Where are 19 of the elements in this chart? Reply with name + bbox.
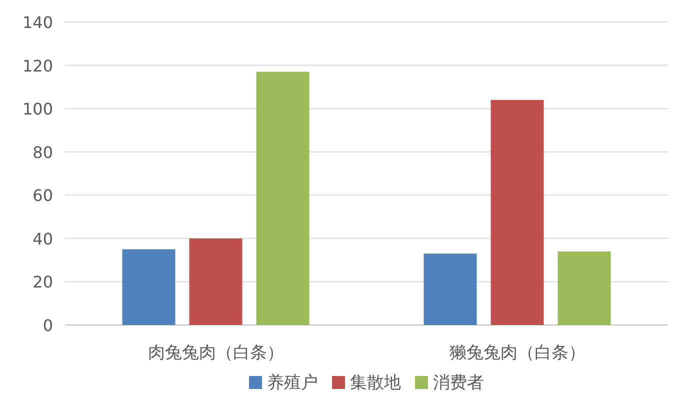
legend-label: 养殖户 — [267, 373, 318, 393]
x-tick-label: 肉兔兔肉（白条） — [148, 343, 284, 363]
bar — [122, 249, 176, 325]
y-tick-label: 100 — [22, 100, 53, 119]
y-tick-label: 40 — [32, 229, 53, 248]
bar — [558, 251, 611, 325]
legend-label: 集散地 — [350, 373, 401, 393]
bar — [424, 254, 477, 325]
y-tick-label: 140 — [22, 13, 53, 32]
y-tick-label: 20 — [32, 272, 53, 292]
bar — [256, 72, 310, 325]
y-tick-label: 0 — [42, 316, 53, 335]
x-tick-label: 獭兔兔肉（白条） — [449, 343, 586, 363]
legend-label: 消费者 — [433, 373, 484, 393]
y-tick-label: 120 — [22, 56, 53, 76]
bar — [189, 238, 242, 325]
y-tick-label: 60 — [32, 186, 53, 206]
y-tick-label: 80 — [32, 142, 53, 162]
bar — [490, 100, 544, 325]
